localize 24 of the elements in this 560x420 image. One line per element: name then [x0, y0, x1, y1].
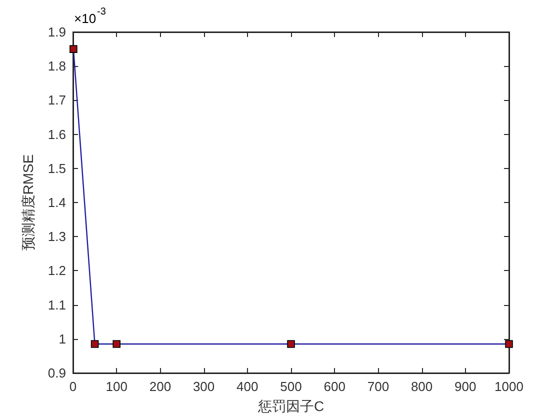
y-tick-label: 0.9: [48, 366, 66, 380]
x-tick-label: 400: [236, 379, 258, 394]
x-tick-label: 900: [454, 379, 476, 394]
x-tick-label: 500: [280, 379, 302, 394]
x-tick-label: 200: [149, 379, 172, 394]
y-tick-label: 1.6: [48, 126, 66, 142]
x-axis-title: 惩罚因子C: [256, 398, 324, 414]
y-tick-label: 1.9: [48, 24, 66, 40]
x-tick-label: 100: [106, 379, 128, 394]
x-tick-label: 0: [69, 379, 77, 394]
y-tick-label: 1.8: [48, 58, 66, 74]
y-tick-label: 1.1: [48, 297, 66, 312]
y-tick-label: 1.4: [48, 195, 66, 210]
y-tick-label: 1.7: [48, 92, 66, 108]
y-tick-label: 1: [58, 331, 66, 346]
x-tick-label: 600: [324, 379, 346, 394]
x-tick-label: 700: [367, 379, 390, 394]
y-tick-label: 1.3: [48, 229, 66, 244]
x-tick-label: 1000: [494, 379, 524, 394]
y-tick-label: 1.5: [48, 160, 66, 176]
y-tick-label: 1.2: [48, 263, 66, 278]
x-tick-label: 800: [410, 379, 433, 394]
x-tick-label: 300: [192, 379, 215, 394]
y-axis-title: 预测精度RMSE: [20, 154, 36, 251]
